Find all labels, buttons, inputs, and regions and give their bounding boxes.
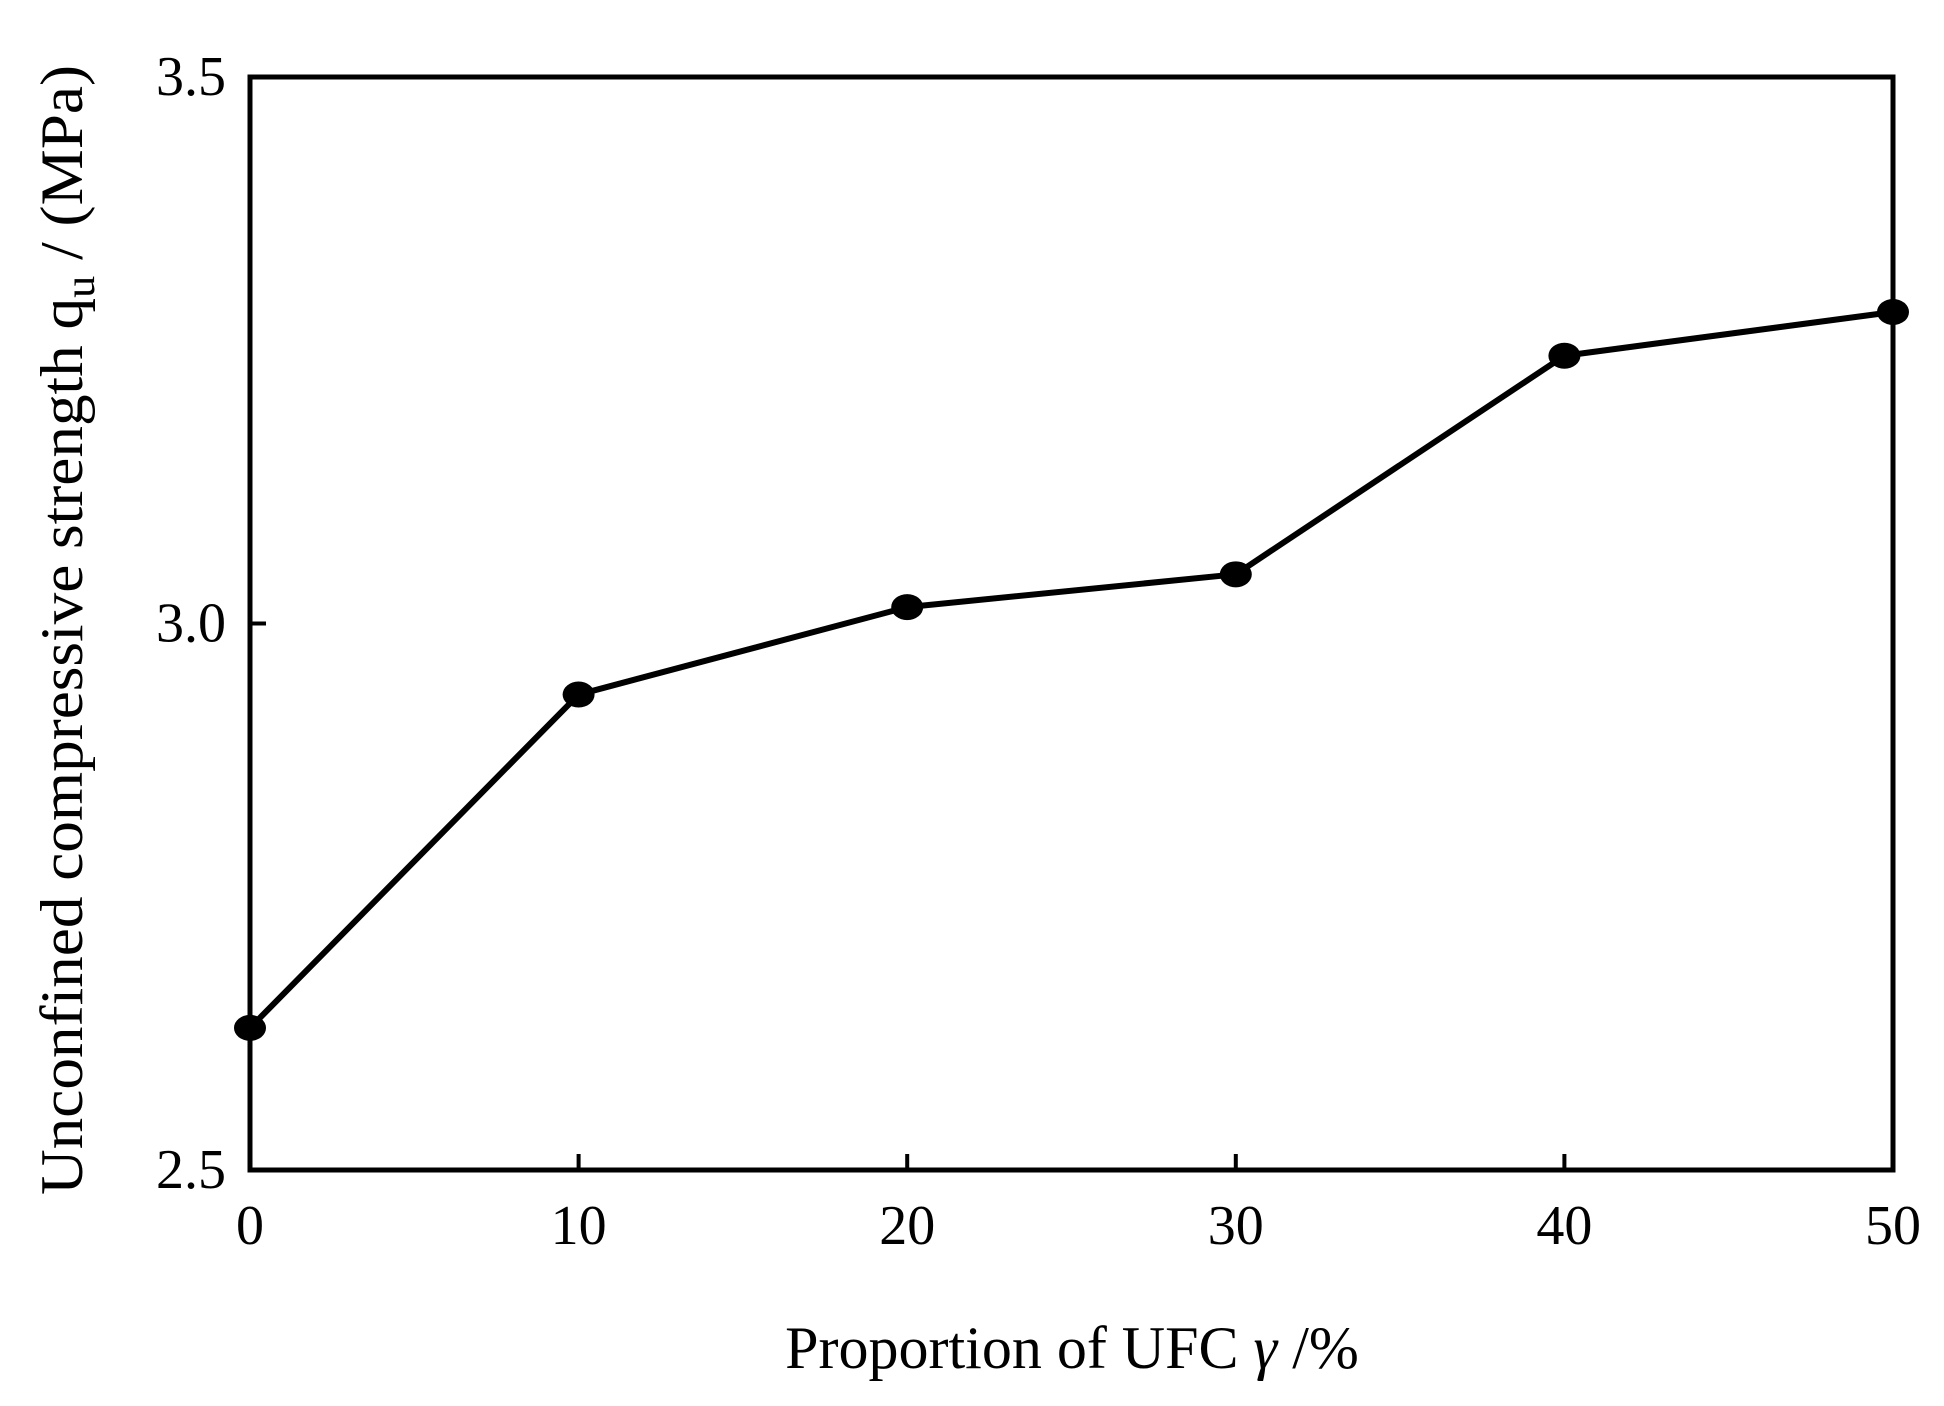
x-tick-label: 40 <box>1536 1195 1592 1257</box>
series-line <box>247 309 1894 1031</box>
x-axis-title-unit: /% <box>1277 1315 1359 1381</box>
y-tick-label: 3.5 <box>156 46 226 108</box>
x-tick-labels: 0 10 20 30 40 50 <box>236 1195 1921 1257</box>
data-point <box>234 1014 266 1041</box>
y-tick-label: 2.5 <box>156 1139 226 1201</box>
data-point <box>1548 342 1581 369</box>
series-points <box>234 298 1909 1041</box>
x-tick-label: 30 <box>1208 1195 1264 1257</box>
series-lines <box>247 309 1894 1031</box>
y-axis-title-main: Unconfined compressive strength q <box>29 298 95 1195</box>
x-axis-title-symbol: γ <box>1254 1315 1279 1381</box>
x-tick-label: 20 <box>879 1195 935 1257</box>
y-axis-title: Unconfined compressive strength qu / (MP… <box>29 65 104 1195</box>
data-point <box>1219 561 1252 588</box>
x-tick-label: 50 <box>1865 1195 1921 1257</box>
plot-frame <box>247 74 1896 1173</box>
x-axis-ticks <box>248 1154 1895 1170</box>
x-tick-label: 0 <box>236 1195 264 1257</box>
y-tick-label: 3.0 <box>156 593 226 655</box>
x-tick-label: 10 <box>551 1195 607 1257</box>
x-axis-title-main: Proportion of UFC <box>785 1315 1253 1381</box>
data-point <box>891 594 924 621</box>
data-point <box>562 681 595 708</box>
data-point <box>1877 298 1909 325</box>
y-axis-title-subscript: u <box>58 276 104 298</box>
y-tick-labels: 2.5 3.0 3.5 <box>156 46 226 1201</box>
x-axis-title: Proportion of UFC γ /% <box>785 1315 1359 1381</box>
y-axis-title-unit: / (MPa) <box>29 65 95 276</box>
y-axis-ticks <box>250 75 266 1172</box>
